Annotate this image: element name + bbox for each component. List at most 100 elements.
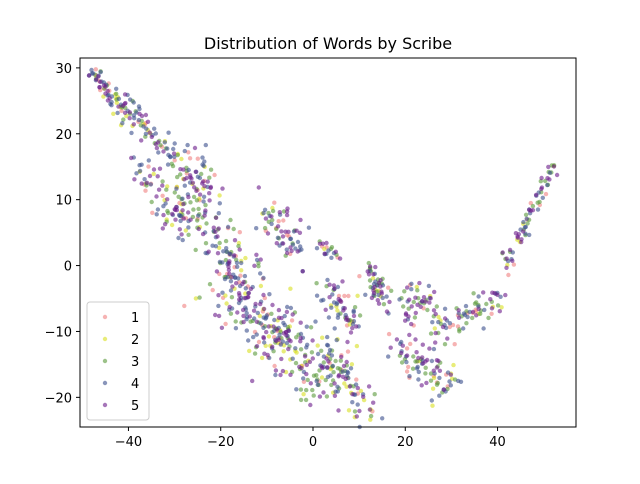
data-point xyxy=(276,307,282,313)
data-point xyxy=(308,381,313,386)
data-point xyxy=(217,201,222,206)
data-point xyxy=(237,247,242,252)
data-point xyxy=(165,162,171,167)
data-point xyxy=(332,326,337,331)
data-point xyxy=(279,356,284,362)
data-point xyxy=(262,340,267,345)
data-point xyxy=(320,335,325,340)
data-point xyxy=(543,191,549,197)
data-point xyxy=(273,338,279,344)
data-point xyxy=(227,271,232,276)
data-point xyxy=(350,400,355,405)
data-point xyxy=(295,239,301,245)
x-tick-label: −40 xyxy=(115,435,142,450)
data-point xyxy=(297,230,303,235)
data-point xyxy=(227,261,232,266)
legend-label: 4 xyxy=(131,377,139,392)
data-point xyxy=(154,212,159,217)
data-point xyxy=(150,210,155,215)
data-point xyxy=(244,328,249,333)
data-point xyxy=(332,381,337,386)
data-point xyxy=(339,354,344,360)
data-point xyxy=(495,292,500,297)
data-point xyxy=(351,313,357,319)
data-point xyxy=(298,397,304,403)
x-tick-label: 20 xyxy=(397,435,414,450)
data-point xyxy=(304,362,309,368)
data-point xyxy=(197,295,202,300)
data-point xyxy=(523,224,528,230)
data-point xyxy=(216,211,221,216)
data-point xyxy=(219,325,225,330)
data-point xyxy=(281,349,286,354)
data-point xyxy=(227,304,232,310)
data-point xyxy=(288,305,294,311)
data-point xyxy=(376,301,382,306)
data-point xyxy=(354,324,359,329)
data-point xyxy=(348,330,354,335)
data-point xyxy=(366,260,371,266)
data-point xyxy=(412,315,418,320)
data-point xyxy=(205,179,210,184)
y-tick-label: −20 xyxy=(45,391,72,406)
data-point xyxy=(376,280,382,286)
data-point xyxy=(310,338,315,343)
data-point xyxy=(193,169,198,174)
data-point xyxy=(200,155,205,160)
data-point xyxy=(336,293,342,299)
data-point xyxy=(521,229,526,234)
data-point xyxy=(195,174,201,179)
data-point xyxy=(314,293,320,298)
data-point xyxy=(98,69,103,75)
data-point xyxy=(539,175,544,181)
data-point xyxy=(379,291,384,296)
data-point xyxy=(114,91,119,97)
data-point xyxy=(371,400,376,405)
data-point xyxy=(510,258,515,263)
data-point xyxy=(330,363,336,369)
data-point xyxy=(447,379,452,384)
data-point xyxy=(261,275,266,281)
data-point xyxy=(331,300,337,305)
data-point xyxy=(161,204,166,209)
data-point xyxy=(181,216,186,221)
y-tick-label: −10 xyxy=(45,325,72,340)
data-point xyxy=(262,351,267,356)
data-point xyxy=(372,392,377,397)
data-point xyxy=(371,291,377,296)
legend-frame xyxy=(86,301,150,421)
data-point xyxy=(186,194,191,200)
data-point xyxy=(188,217,193,222)
data-point xyxy=(322,246,327,252)
data-point xyxy=(350,325,355,331)
data-point xyxy=(499,305,504,310)
data-point xyxy=(185,142,190,148)
data-point xyxy=(490,290,495,295)
y-tick-label: 0 xyxy=(64,260,72,275)
data-point xyxy=(243,255,248,261)
data-point xyxy=(193,296,199,301)
data-point xyxy=(202,213,207,218)
data-point xyxy=(276,219,281,224)
data-point xyxy=(142,177,147,182)
data-point xyxy=(182,303,187,309)
data-point xyxy=(298,244,303,249)
data-point xyxy=(335,366,341,371)
data-point xyxy=(404,353,410,358)
data-point xyxy=(323,307,328,312)
data-point xyxy=(340,279,345,284)
data-point xyxy=(442,342,448,347)
data-point xyxy=(154,194,159,199)
data-point xyxy=(241,313,246,319)
data-point xyxy=(233,326,239,331)
data-point xyxy=(171,151,177,156)
data-point xyxy=(386,354,391,359)
data-point xyxy=(265,231,271,236)
data-point xyxy=(89,67,94,73)
data-point xyxy=(244,311,249,316)
data-point xyxy=(372,284,377,290)
data-point xyxy=(188,175,193,180)
data-point xyxy=(139,162,144,167)
data-point xyxy=(211,225,216,230)
